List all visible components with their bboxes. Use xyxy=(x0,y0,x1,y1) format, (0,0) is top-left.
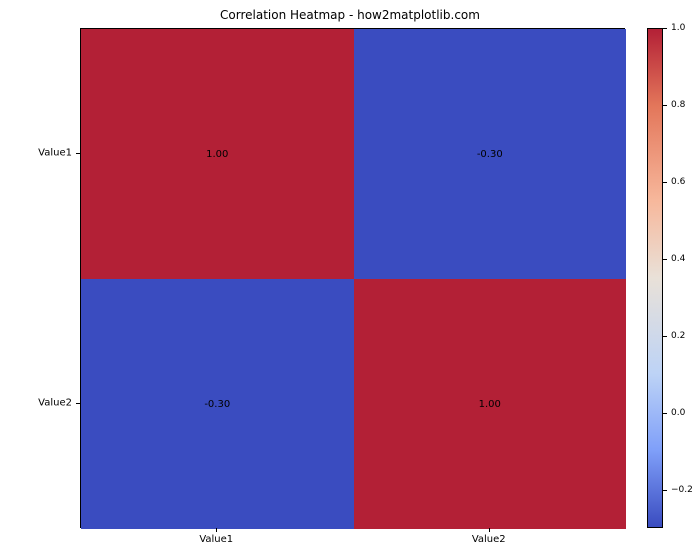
y-tick-label: Value2 xyxy=(10,398,72,409)
x-tick-label: Value2 xyxy=(472,534,506,545)
colorbar-tick xyxy=(663,182,667,183)
colorbar-gradient xyxy=(648,29,662,527)
x-tick-label: Value1 xyxy=(199,534,233,545)
colorbar-tick xyxy=(663,336,667,337)
y-tick xyxy=(76,153,80,154)
colorbar-tick xyxy=(663,259,667,260)
heatmap-cell: -0.30 xyxy=(81,279,354,529)
colorbar-tick-label: 0.2 xyxy=(671,331,685,341)
colorbar-tick-label: 0.8 xyxy=(671,100,685,110)
heatmap-cell: 1.00 xyxy=(81,29,354,279)
colorbar-tick-label: 0.4 xyxy=(671,254,685,264)
y-tick xyxy=(76,403,80,404)
heatmap-plot-area: 1.00-0.30-0.301.00 xyxy=(80,28,625,528)
colorbar-tick xyxy=(663,413,667,414)
colorbar xyxy=(647,28,663,528)
colorbar-tick-label: −0.2 xyxy=(671,485,693,495)
colorbar-tick xyxy=(663,490,667,491)
x-tick xyxy=(489,528,490,532)
y-tick-label: Value1 xyxy=(10,148,72,159)
x-tick xyxy=(216,528,217,532)
colorbar-tick xyxy=(663,28,667,29)
heatmap-cell: -0.30 xyxy=(354,29,627,279)
colorbar-tick-label: 0.6 xyxy=(671,177,685,187)
colorbar-tick-label: 0.0 xyxy=(671,408,685,418)
colorbar-tick-label: 1.0 xyxy=(671,23,685,33)
colorbar-tick xyxy=(663,105,667,106)
chart-title: Correlation Heatmap - how2matplotlib.com xyxy=(0,8,700,22)
heatmap-cell: 1.00 xyxy=(354,279,627,529)
